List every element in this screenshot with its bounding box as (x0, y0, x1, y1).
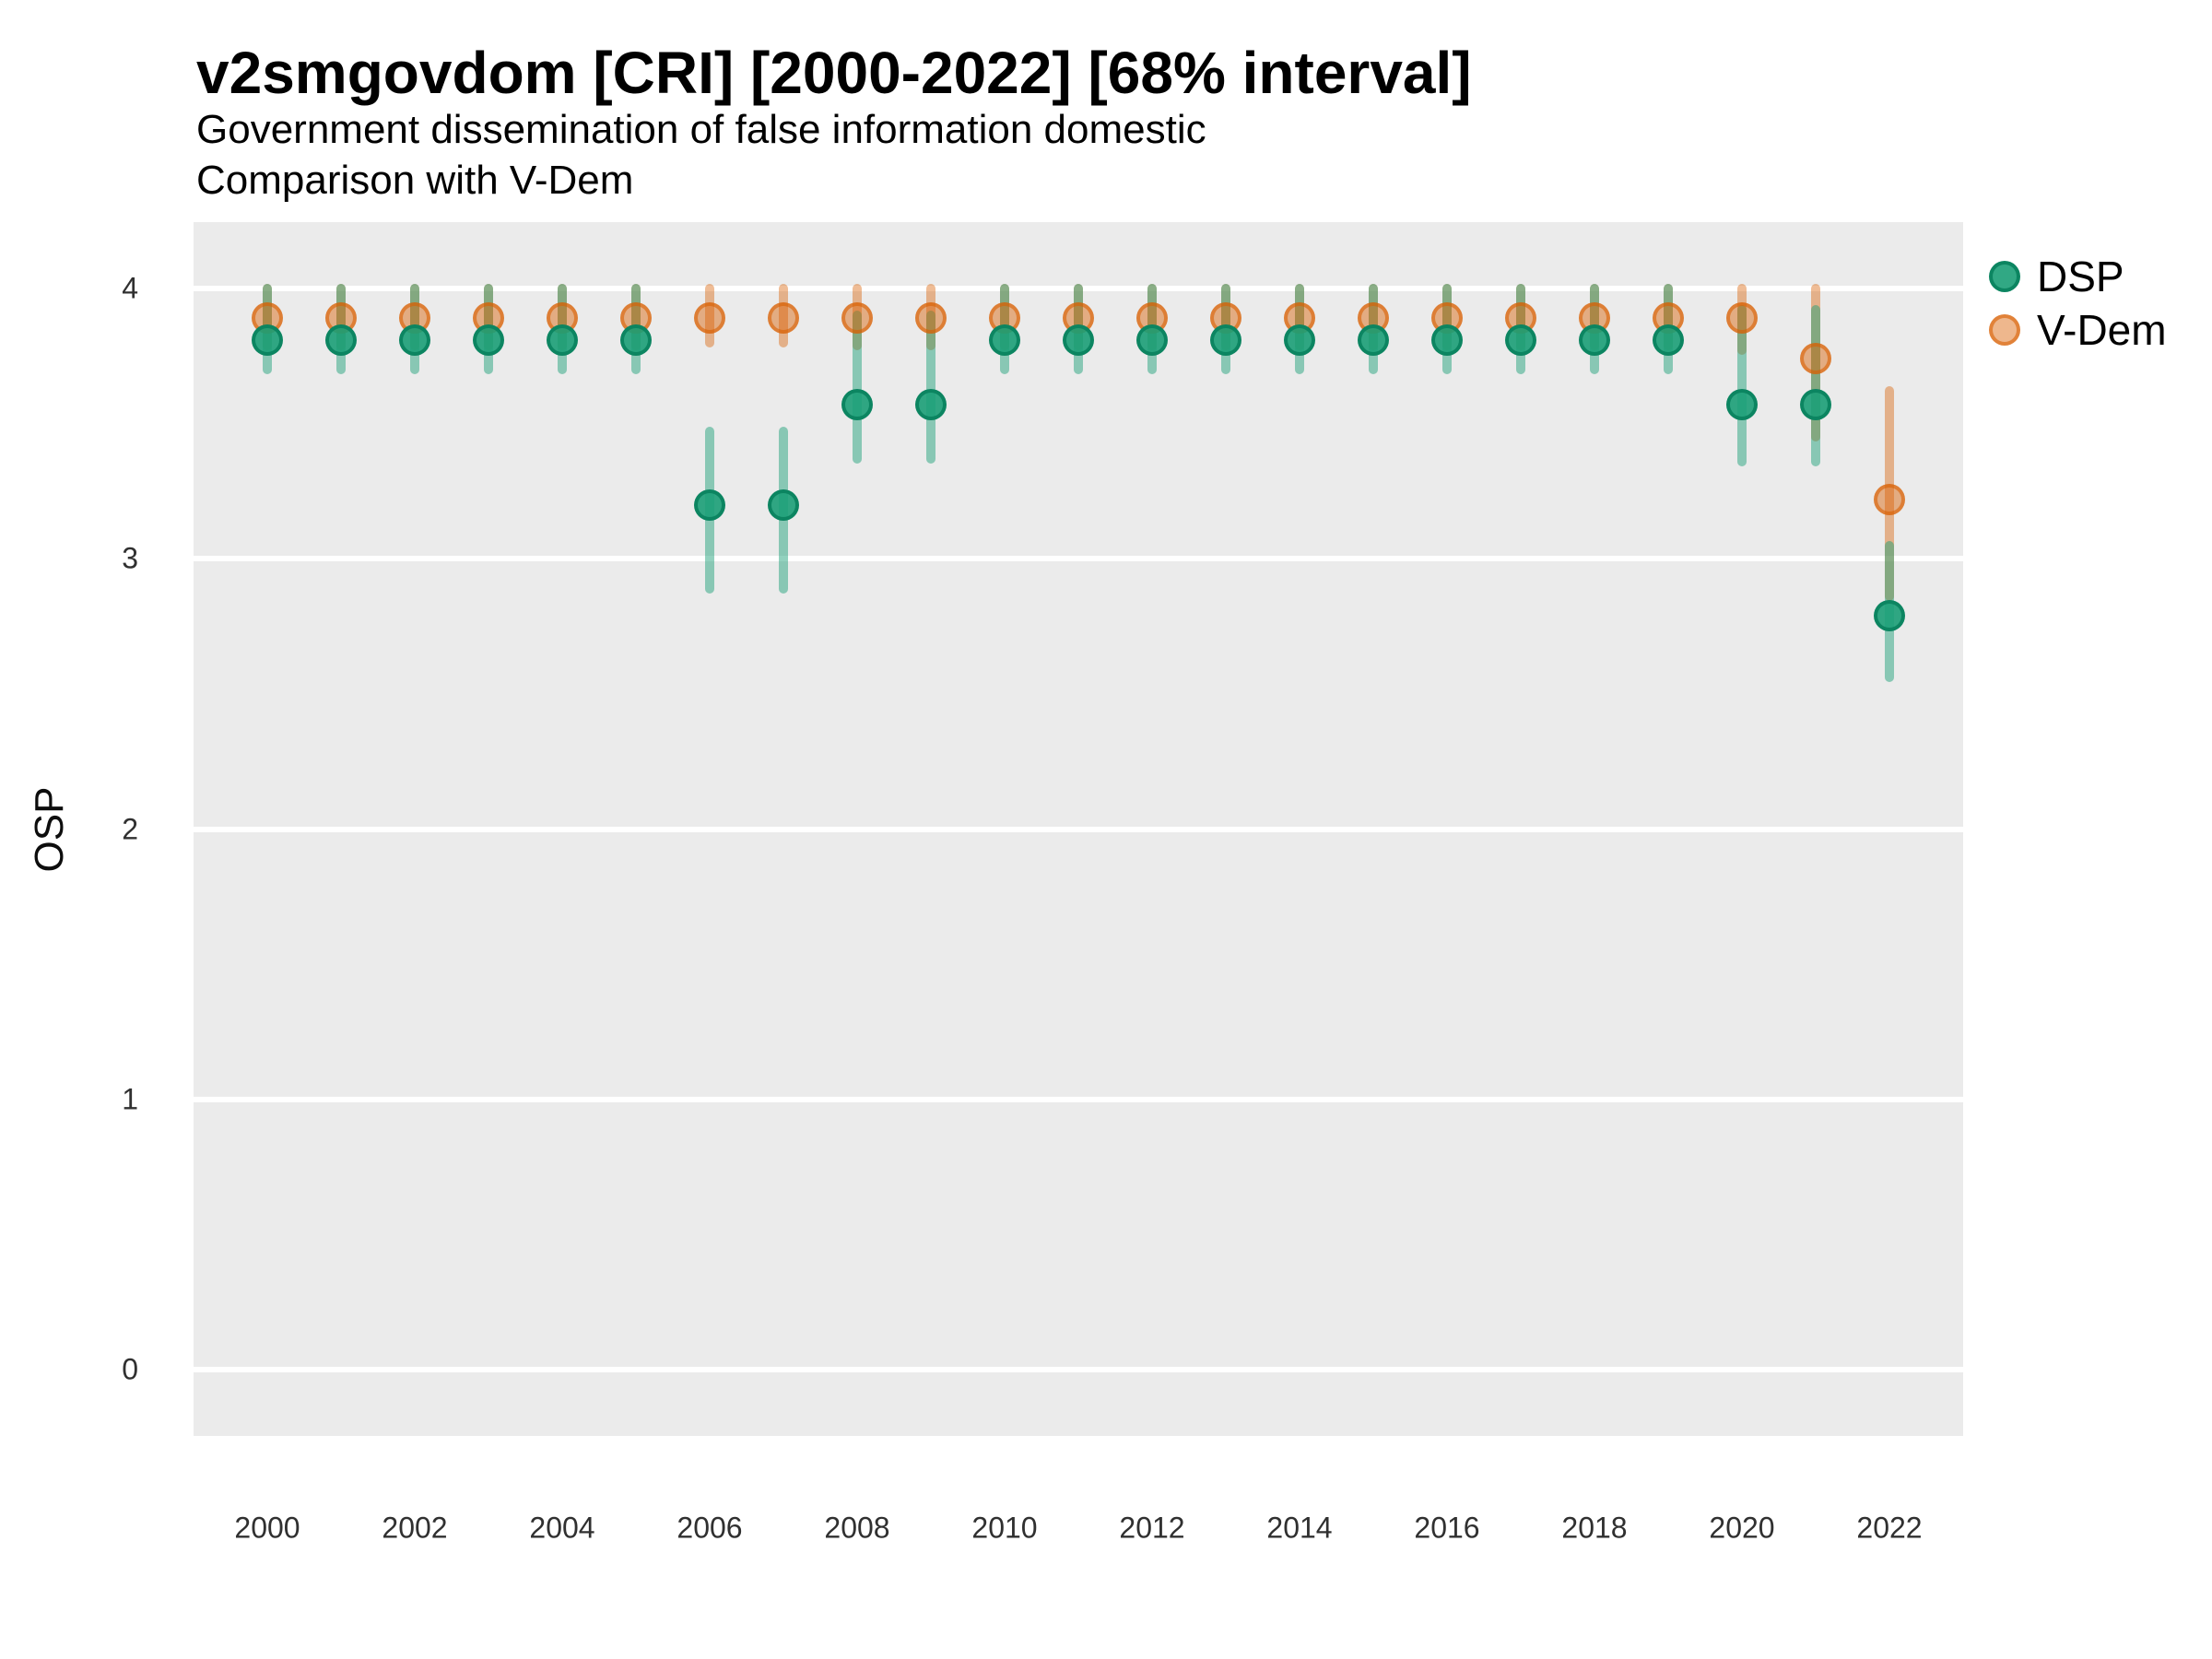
dsp-point (1874, 599, 1905, 631)
dsp-errorbar (926, 311, 935, 464)
dsp-point (547, 324, 578, 356)
vdem-point (694, 302, 725, 335)
x-tick-label-2014: 2014 (1266, 1511, 1333, 1545)
y-tick-label-2: 2 (122, 812, 138, 845)
y-tick-label-1: 1 (122, 1082, 138, 1116)
x-tick-label-2000: 2000 (234, 1511, 300, 1545)
gridline-y-3 (194, 556, 1963, 562)
vdem-point (1874, 483, 1905, 515)
dsp-legend-marker-icon (1989, 261, 2020, 292)
y-tick-label-0: 0 (122, 1352, 138, 1386)
x-tick-label-2022: 2022 (1856, 1511, 1923, 1545)
plot-panel (194, 222, 1963, 1436)
gridline-y-1 (194, 1096, 1963, 1102)
dsp-point (252, 324, 283, 356)
dsp-point (1726, 389, 1758, 421)
legend-item-vdem: V-Dem (1989, 303, 2167, 357)
dsp-errorbar (853, 311, 862, 464)
gridline-y-0 (194, 1367, 1963, 1372)
x-tick-label-2010: 2010 (971, 1511, 1038, 1545)
chart-subtitle-line1: Government dissemination of false inform… (196, 107, 1206, 152)
dsp-point (989, 324, 1020, 356)
dsp-point (1800, 389, 1831, 421)
gridline-y-2 (194, 826, 1963, 832)
x-tick-label-2012: 2012 (1119, 1511, 1185, 1545)
dsp-errorbar (1737, 305, 1747, 466)
dsp-point (1210, 324, 1241, 356)
x-tick-label-2018: 2018 (1561, 1511, 1628, 1545)
x-tick-label-2004: 2004 (529, 1511, 595, 1545)
dsp-point (1136, 324, 1168, 356)
x-tick-label-2008: 2008 (824, 1511, 890, 1545)
vdem-point (841, 302, 873, 335)
dsp-point (768, 488, 799, 521)
vdem-legend-marker-icon (1989, 314, 2020, 346)
chart-subtitle-line2: Comparison with V-Dem (196, 158, 634, 203)
dsp-point (399, 324, 430, 356)
dsp-point (841, 389, 873, 421)
vdem-point (1800, 343, 1831, 375)
dsp-point (1653, 324, 1684, 356)
dsp-legend-label: DSP (2037, 253, 2124, 300)
x-tick-label-2020: 2020 (1709, 1511, 1775, 1545)
vdem-legend-label: V-Dem (2037, 306, 2167, 354)
vdem-point (1726, 302, 1758, 335)
dsp-point (1358, 324, 1389, 356)
legend-item-dsp: DSP (1989, 250, 2167, 303)
dsp-point (1431, 324, 1463, 356)
x-tick-label-2016: 2016 (1414, 1511, 1480, 1545)
y-tick-label-4: 4 (122, 271, 138, 305)
dsp-point (1579, 324, 1610, 356)
y-tick-label-3: 3 (122, 541, 138, 575)
legend: DSP V-Dem (1989, 250, 2167, 357)
chart-title: v2smgovdom [CRI] [2000-2022] [68% interv… (196, 40, 1472, 106)
vdem-point (915, 302, 947, 335)
dsp-point (620, 324, 652, 356)
gridline-y-4 (194, 286, 1963, 291)
dsp-point (1063, 324, 1094, 356)
dsp-point (1505, 324, 1536, 356)
vdem-point (768, 302, 799, 335)
dsp-point (915, 389, 947, 421)
dsp-point (325, 324, 357, 356)
dsp-point (1284, 324, 1315, 356)
x-tick-label-2006: 2006 (677, 1511, 743, 1545)
dsp-errorbar (1811, 305, 1820, 466)
dsp-point (473, 324, 504, 356)
dsp-point (694, 488, 725, 521)
x-tick-label-2002: 2002 (382, 1511, 448, 1545)
